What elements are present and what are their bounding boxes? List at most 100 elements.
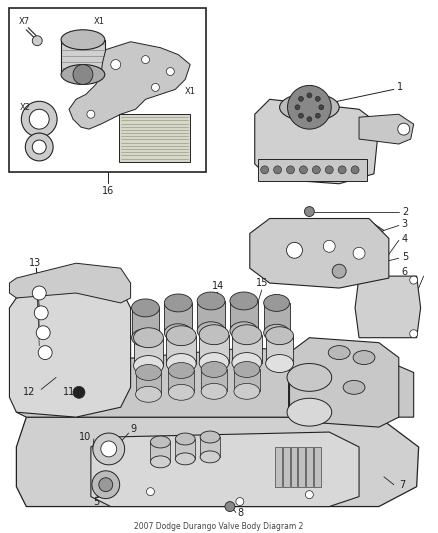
Circle shape: [323, 240, 335, 252]
Bar: [275, 447, 282, 487]
Circle shape: [353, 247, 365, 259]
Circle shape: [225, 502, 235, 512]
Text: X2: X2: [19, 103, 30, 112]
Circle shape: [351, 166, 359, 174]
Circle shape: [32, 36, 42, 46]
Ellipse shape: [353, 351, 375, 365]
Circle shape: [141, 55, 149, 63]
Ellipse shape: [264, 324, 290, 341]
Bar: [166, 336, 196, 364]
Ellipse shape: [134, 356, 163, 375]
Circle shape: [25, 133, 53, 161]
Polygon shape: [16, 417, 419, 506]
Circle shape: [152, 84, 159, 91]
Ellipse shape: [264, 295, 290, 311]
Ellipse shape: [343, 381, 365, 394]
Circle shape: [338, 166, 346, 174]
Bar: [290, 447, 297, 487]
Ellipse shape: [136, 386, 161, 402]
Text: 10: 10: [79, 432, 91, 442]
Circle shape: [410, 330, 418, 338]
Ellipse shape: [166, 326, 196, 345]
Ellipse shape: [61, 64, 105, 84]
Ellipse shape: [287, 398, 332, 426]
Ellipse shape: [230, 292, 258, 310]
Polygon shape: [10, 263, 131, 303]
Ellipse shape: [151, 436, 170, 448]
Circle shape: [36, 326, 50, 340]
Ellipse shape: [134, 328, 163, 348]
Bar: [199, 335, 229, 362]
Ellipse shape: [200, 451, 220, 463]
Circle shape: [111, 60, 121, 69]
Bar: [134, 338, 163, 366]
Text: 12: 12: [23, 387, 36, 397]
Circle shape: [101, 441, 117, 457]
Text: 2: 2: [402, 207, 408, 216]
Text: 5: 5: [93, 497, 99, 506]
Text: 11: 11: [63, 387, 75, 397]
Text: 5: 5: [402, 252, 408, 262]
Ellipse shape: [197, 292, 225, 310]
Circle shape: [307, 117, 312, 122]
Text: 4: 4: [402, 235, 408, 244]
Circle shape: [398, 123, 410, 135]
Text: 6: 6: [402, 267, 408, 277]
Ellipse shape: [230, 322, 258, 340]
Bar: [266, 336, 293, 364]
Circle shape: [73, 386, 85, 398]
Circle shape: [274, 166, 282, 174]
Bar: [307, 447, 313, 487]
Ellipse shape: [201, 361, 227, 377]
Circle shape: [312, 166, 320, 174]
Bar: [131, 308, 159, 338]
Circle shape: [305, 491, 313, 498]
Polygon shape: [91, 432, 359, 506]
Text: 16: 16: [102, 185, 114, 196]
Text: 3: 3: [402, 220, 408, 230]
Ellipse shape: [266, 327, 293, 345]
Ellipse shape: [168, 384, 194, 400]
Circle shape: [87, 110, 95, 118]
Ellipse shape: [279, 93, 339, 121]
Ellipse shape: [287, 364, 332, 391]
Circle shape: [300, 166, 307, 174]
Bar: [287, 377, 332, 412]
Bar: [232, 335, 262, 362]
Circle shape: [410, 276, 418, 284]
Bar: [201, 369, 227, 391]
Circle shape: [315, 113, 320, 118]
Ellipse shape: [234, 383, 260, 399]
Ellipse shape: [136, 365, 161, 381]
Bar: [151, 442, 170, 462]
Polygon shape: [10, 283, 131, 417]
Circle shape: [166, 68, 174, 76]
Ellipse shape: [151, 456, 170, 468]
Ellipse shape: [328, 345, 350, 360]
Circle shape: [38, 345, 52, 360]
Ellipse shape: [234, 361, 260, 377]
Circle shape: [92, 471, 120, 498]
Ellipse shape: [197, 322, 225, 340]
Polygon shape: [255, 99, 379, 184]
Circle shape: [146, 488, 155, 496]
Bar: [314, 447, 321, 487]
Circle shape: [29, 109, 49, 129]
Polygon shape: [250, 219, 389, 288]
Ellipse shape: [200, 431, 220, 443]
Bar: [175, 439, 195, 459]
Bar: [200, 437, 220, 457]
Bar: [298, 447, 305, 487]
Bar: [230, 301, 258, 331]
Ellipse shape: [199, 353, 229, 373]
Circle shape: [332, 264, 346, 278]
Circle shape: [295, 105, 300, 110]
Bar: [283, 447, 290, 487]
Circle shape: [304, 207, 314, 216]
Ellipse shape: [232, 353, 262, 373]
Circle shape: [73, 64, 93, 84]
Text: 13: 13: [29, 258, 42, 268]
Bar: [197, 301, 225, 331]
Circle shape: [261, 166, 268, 174]
Text: 8: 8: [238, 507, 244, 518]
